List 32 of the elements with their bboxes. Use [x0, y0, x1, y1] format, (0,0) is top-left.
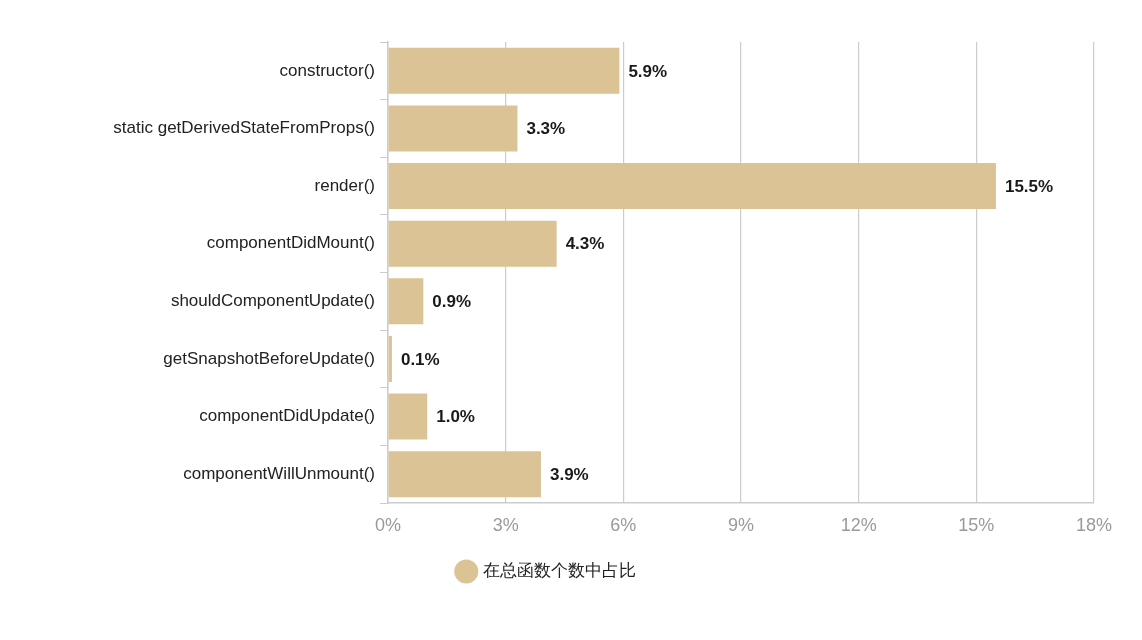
bar [388, 393, 428, 440]
y-tick-label: static getDerivedStateFromProps() [113, 118, 375, 138]
x-tick-label: 9% [727, 514, 755, 535]
data-label: 0.1% [400, 349, 440, 369]
y-tick-label: shouldComponentUpdate() [170, 291, 375, 310]
bar [388, 278, 424, 325]
y-tick-label: getSnapshotBeforeUpdate() [163, 348, 375, 368]
y-tick-label: componentDidUpdate() [199, 406, 375, 426]
x-tick-label: 0% [374, 514, 402, 535]
bar [388, 47, 620, 94]
x-tick-label: 6% [610, 514, 637, 535]
bar [388, 220, 557, 267]
y-tick-label: constructor() [279, 60, 375, 80]
data-label: 4.3% [565, 234, 605, 254]
data-label: 3.9% [549, 464, 589, 484]
data-label: 1.0% [436, 407, 475, 427]
x-tick-label: 12% [840, 514, 877, 535]
data-label: 15.5% [1004, 176, 1054, 196]
y-tick-label: componentWillUnmount() [183, 463, 375, 483]
legend-label: 在总函数个数中占比 [483, 561, 637, 581]
x-tick-label: 18% [1075, 514, 1113, 535]
y-tick-label: render() [314, 175, 375, 195]
x-tick-label: 3% [492, 514, 519, 535]
x-tick-label: 15% [958, 514, 995, 535]
bar [388, 335, 392, 382]
y-tick-label: componentDidMount() [206, 233, 375, 253]
bar [388, 105, 518, 152]
bar [388, 451, 541, 498]
data-label: 3.3% [526, 119, 566, 139]
data-label: 0.9% [432, 292, 472, 311]
data-label: 5.9% [628, 61, 668, 81]
bar [388, 163, 996, 210]
